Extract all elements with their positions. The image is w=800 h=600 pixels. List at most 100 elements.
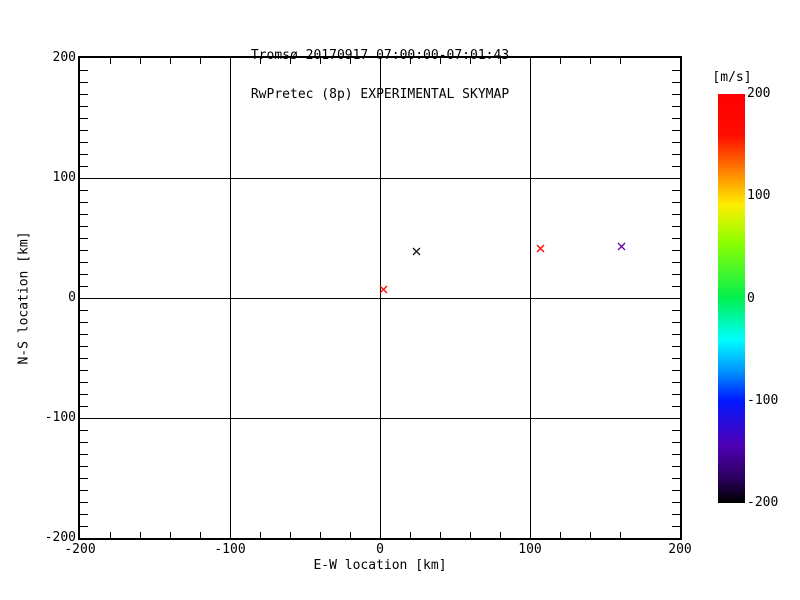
y-tick-mark: [80, 477, 88, 479]
data-point-marker: [412, 241, 421, 256]
x-tick-mark: [289, 532, 291, 538]
x-tick-mark: [259, 58, 261, 64]
y-tick-mark: [80, 489, 88, 491]
colorbar-tick-label: -100: [747, 392, 779, 408]
x-tick-mark: [589, 532, 591, 538]
x-tick-label: 0: [376, 542, 384, 557]
y-tick-mark: [672, 81, 680, 83]
y-tick-mark: [80, 417, 93, 419]
y-tick-mark: [80, 105, 88, 107]
y-tick-mark: [80, 381, 88, 383]
y-tick-mark: [80, 117, 88, 119]
x-tick-mark: [499, 532, 501, 538]
y-tick-mark: [672, 141, 680, 143]
x-tick-mark: [319, 58, 321, 64]
y-tick-mark: [672, 429, 680, 431]
x-tick-label: -200: [64, 542, 96, 557]
y-tick-mark: [672, 525, 680, 527]
x-tick-mark: [349, 532, 351, 538]
y-tick-mark: [80, 141, 88, 143]
y-tick-mark: [672, 465, 680, 467]
x-tick-mark: [409, 58, 411, 64]
y-tick-mark: [667, 297, 680, 299]
colorbar-tick-label: -200: [747, 495, 779, 510]
x-tick-mark: [559, 58, 561, 64]
title-line-2: RwPretec (8p) EXPERIMENTAL SKYMAP: [250, 87, 510, 102]
y-tick-mark: [672, 357, 680, 359]
y-tick-mark: [80, 93, 88, 95]
y-tick-mark: [672, 369, 680, 371]
y-tick-mark: [80, 237, 88, 239]
x-tick-mark: [439, 58, 441, 64]
y-tick-label: -100: [44, 410, 76, 425]
y-tick-mark: [80, 213, 88, 215]
y-tick-mark: [672, 225, 680, 227]
x-tick-mark: [439, 532, 441, 538]
x-tick-mark: [139, 58, 141, 64]
data-point-marker: [379, 279, 388, 294]
x-tick-mark: [529, 58, 531, 69]
grid-line-horizontal: [80, 177, 680, 179]
x-tick-mark: [379, 527, 381, 538]
y-tick-mark: [80, 285, 88, 287]
y-tick-mark: [80, 309, 88, 311]
y-tick-mark: [80, 273, 88, 275]
y-tick-mark: [80, 321, 88, 323]
y-tick-mark: [80, 525, 88, 527]
y-tick-mark: [672, 237, 680, 239]
y-tick-mark: [80, 69, 88, 71]
x-tick-mark: [229, 58, 231, 69]
y-tick-mark: [80, 225, 88, 227]
x-tick-mark: [559, 532, 561, 538]
plot-area: [80, 58, 680, 538]
y-tick-mark: [672, 273, 680, 275]
x-tick-mark: [319, 532, 321, 538]
y-tick-label: 0: [68, 290, 76, 305]
y-tick-mark: [672, 165, 680, 167]
y-tick-mark: [672, 213, 680, 215]
y-tick-mark: [672, 381, 680, 383]
y-tick-mark: [672, 261, 680, 263]
x-tick-mark: [139, 532, 141, 538]
y-tick-mark: [80, 333, 88, 335]
y-tick-mark: [80, 369, 88, 371]
x-tick-mark: [259, 532, 261, 538]
y-tick-mark: [80, 297, 93, 299]
x-axis-title: E-W location [km]: [313, 558, 447, 573]
y-tick-mark: [672, 477, 680, 479]
y-tick-mark: [80, 429, 88, 431]
title-line-1: Tromsø 20170917 07:00:00-07:01:43: [250, 48, 510, 63]
y-tick-mark: [80, 453, 88, 455]
colorbar-title: [m/s]: [712, 70, 752, 85]
y-tick-mark: [672, 405, 680, 407]
x-tick-mark: [379, 58, 381, 69]
x-tick-mark: [169, 532, 171, 538]
y-tick-mark: [80, 81, 88, 83]
y-tick-mark: [672, 513, 680, 515]
y-tick-mark: [80, 441, 88, 443]
y-tick-mark: [80, 249, 88, 251]
y-tick-mark: [80, 177, 93, 179]
x-tick-mark: [469, 58, 471, 64]
y-tick-mark: [672, 117, 680, 119]
x-tick-mark: [199, 58, 201, 64]
y-tick-label: -200: [44, 530, 76, 545]
y-tick-mark: [672, 453, 680, 455]
y-tick-mark: [672, 93, 680, 95]
x-tick-mark: [409, 532, 411, 538]
x-tick-mark: [619, 58, 621, 64]
y-tick-mark: [672, 393, 680, 395]
x-tick-mark: [229, 527, 231, 538]
x-tick-mark: [469, 532, 471, 538]
y-tick-mark: [672, 285, 680, 287]
y-tick-mark: [672, 153, 680, 155]
y-tick-mark: [80, 465, 88, 467]
y-tick-label: 200: [52, 50, 76, 65]
y-tick-mark: [672, 201, 680, 203]
plot-frame: [78, 56, 682, 540]
y-tick-mark: [80, 501, 88, 503]
y-tick-mark: [672, 309, 680, 311]
y-tick-mark: [80, 393, 88, 395]
x-tick-mark: [499, 58, 501, 64]
x-tick-mark: [529, 527, 531, 538]
